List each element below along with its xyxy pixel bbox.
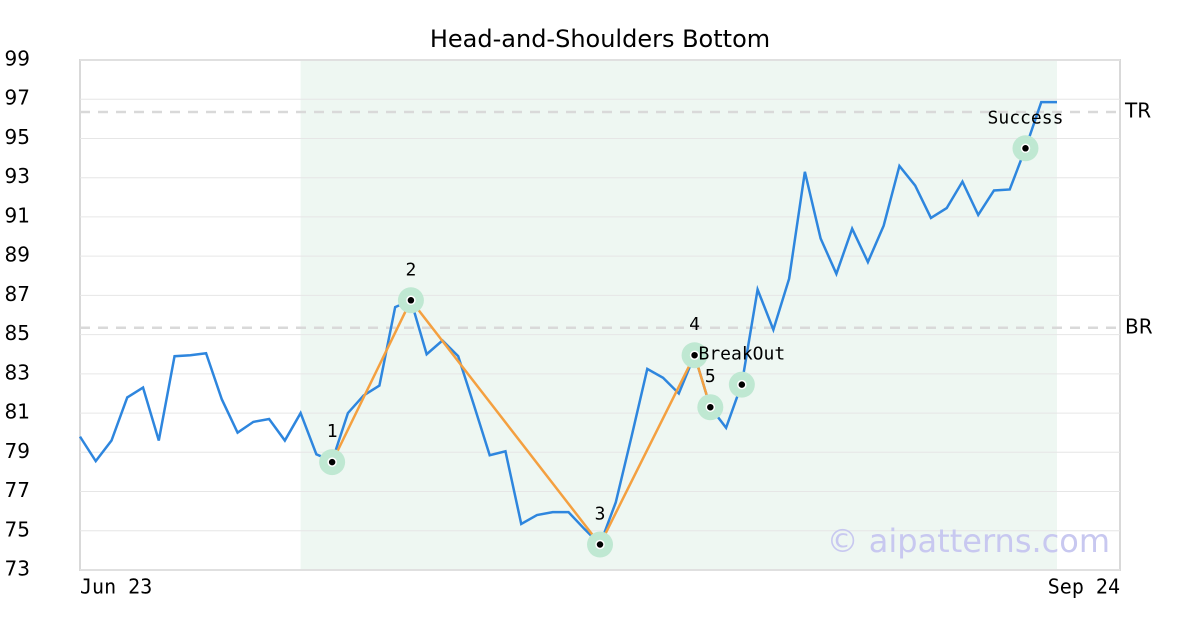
reference-label: TR [1124,98,1151,122]
marker-dot [595,539,605,550]
highlight-band [300,61,1057,569]
y-tick-label: 81 [5,400,30,424]
marker-label: 3 [595,504,606,525]
marker-label: BreakOut [698,344,785,365]
marker-label: Success [988,107,1064,128]
y-tick-label: 75 [5,517,30,541]
y-tick-label: 97 [5,86,30,110]
marker-dot [406,295,416,306]
chart-title: Head-and-Shoulders Bottom [430,25,770,53]
y-tick-label: 85 [5,321,30,345]
y-tick-label: 87 [5,282,30,306]
x-tick-label: Jun 23 [80,575,152,599]
y-tick-label: 89 [5,243,30,267]
reference-label: BR [1125,314,1153,338]
marker-label: 4 [689,314,700,335]
y-tick-label: 79 [5,439,30,463]
marker-label: 1 [327,421,338,442]
y-tick-label: 73 [5,557,30,581]
watermark: © aipatterns.com [827,522,1110,560]
y-tick-label: 77 [5,478,30,502]
marker-label: 5 [705,366,716,387]
marker-dot [327,457,337,467]
marker-label: 2 [405,259,416,280]
x-tick-label: Sep 24 [1048,575,1120,599]
y-tick-label: 83 [5,360,30,384]
marker-dot [737,379,747,390]
marker-dot [705,402,716,412]
y-tick-label: 99 [5,47,30,71]
y-tick-label: 91 [5,203,30,227]
marker-dot [1020,143,1031,154]
price-line [78,100,1057,547]
marker-dot [689,350,700,360]
y-tick-label: 95 [5,125,30,149]
y-tick-label: 93 [5,164,30,188]
